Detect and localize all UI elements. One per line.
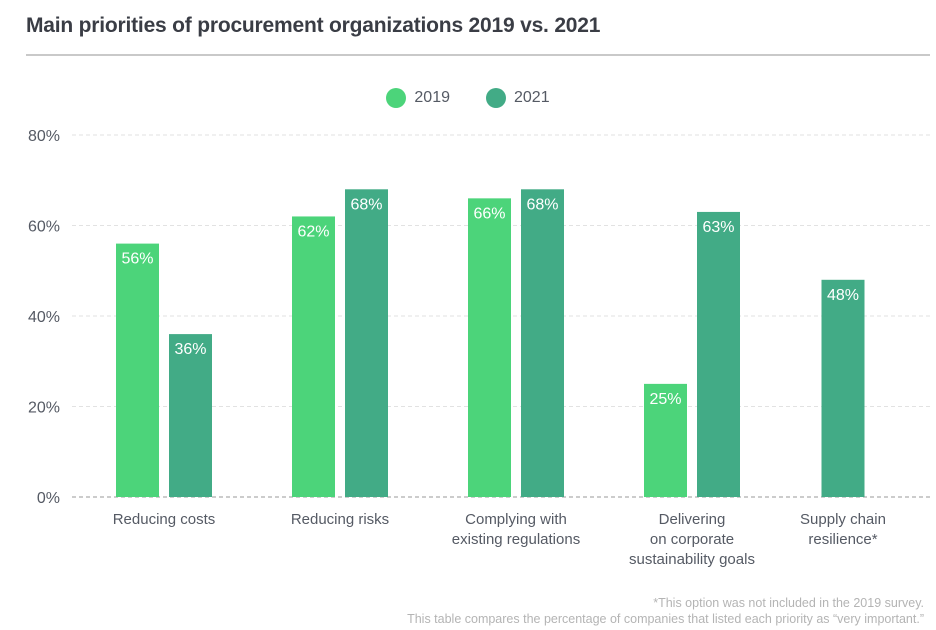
bar-2021 (697, 211, 740, 498)
data-label: 25% (649, 391, 681, 408)
x-category-label: resilience* (808, 531, 877, 548)
data-label: 68% (350, 196, 382, 213)
data-label: 48% (827, 287, 859, 304)
data-label: 56% (121, 251, 153, 268)
x-category-label: Supply chain (800, 511, 886, 528)
y-tick-label: 0% (37, 490, 60, 507)
chart-title: Main priorities of procurement organizat… (26, 14, 601, 37)
bar-2021 (821, 279, 865, 497)
x-category-label: Reducing risks (291, 511, 389, 528)
x-category-label: sustainability goals (629, 551, 755, 568)
bar-2019 (644, 383, 687, 497)
footnote-survey: *This option was not included in the 201… (653, 596, 924, 610)
legend-item-2019: 2019 (386, 88, 450, 108)
bar-2019 (468, 198, 511, 497)
y-tick-label: 80% (28, 128, 60, 145)
bar-2021 (345, 189, 388, 498)
y-tick-label: 40% (28, 309, 60, 326)
legend-item-2021: 2021 (486, 88, 550, 108)
legend-swatch-2021 (486, 88, 506, 108)
legend: 2019 2021 (0, 88, 936, 108)
y-tick-label: 20% (28, 400, 60, 417)
bar-2021 (521, 189, 564, 498)
x-category-label: Delivering (659, 511, 726, 528)
data-label: 66% (473, 205, 505, 222)
data-label: 36% (174, 341, 206, 358)
data-label: 68% (526, 196, 558, 213)
y-tick-label: 60% (28, 219, 60, 236)
x-category-label: Reducing costs (113, 511, 216, 528)
legend-swatch-2019 (386, 88, 407, 108)
title-divider (26, 54, 930, 56)
x-category-label: existing regulations (452, 531, 580, 548)
legend-label-2019: 2019 (414, 89, 450, 106)
legend-label-2021: 2021 (514, 89, 550, 106)
x-category-label: Complying with (465, 511, 567, 528)
bar-2019 (116, 243, 159, 497)
data-label: 62% (297, 223, 329, 240)
data-label: 63% (702, 219, 734, 236)
bar-2021 (169, 334, 212, 497)
bar-2019 (292, 216, 335, 497)
footnote-description: This table compares the percentage of co… (407, 612, 924, 626)
x-category-label: on corporate (650, 531, 734, 548)
